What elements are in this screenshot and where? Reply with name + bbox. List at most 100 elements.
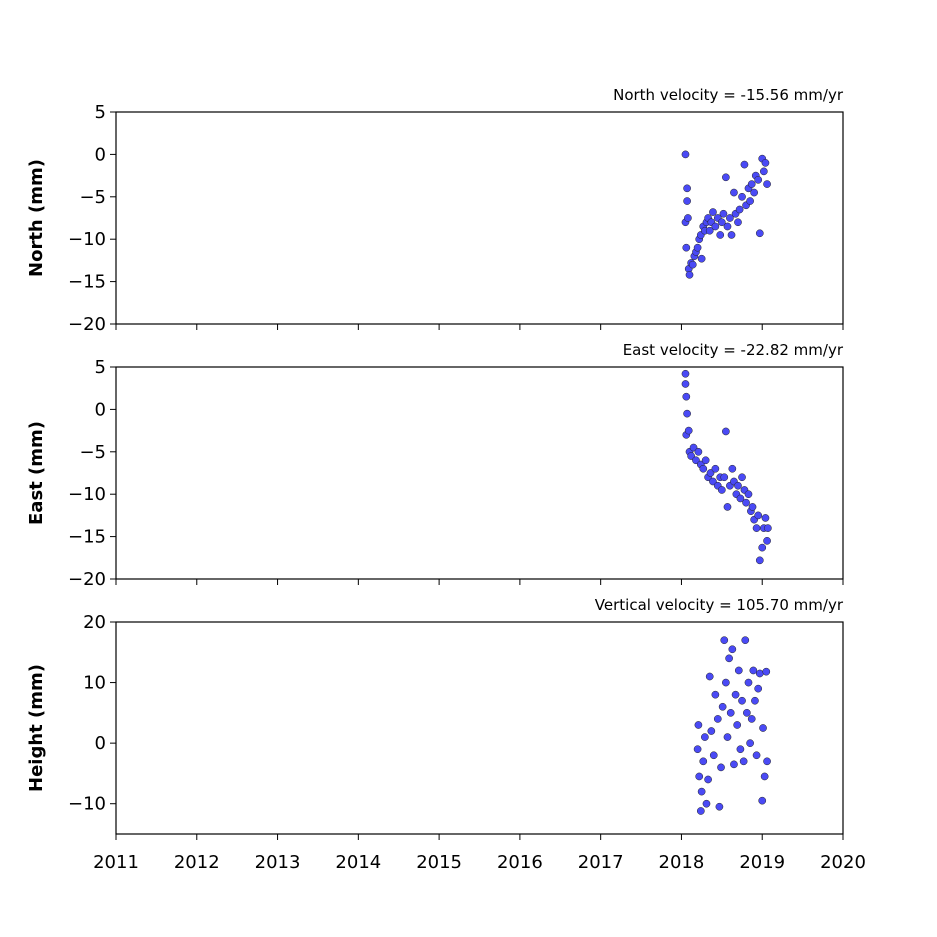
data-point xyxy=(739,757,748,766)
data-point xyxy=(702,799,711,808)
data-point xyxy=(738,696,746,705)
data-point xyxy=(738,473,746,482)
data-point xyxy=(694,721,703,729)
data-point xyxy=(727,231,736,239)
data-point xyxy=(684,426,693,435)
data-point xyxy=(759,167,768,176)
data-point xyxy=(696,807,705,815)
data-point xyxy=(760,772,769,781)
data-point xyxy=(687,452,695,460)
panel-title: East velocity = -22.82 mm/yr xyxy=(623,341,844,359)
data-point xyxy=(715,802,724,811)
data-point xyxy=(685,270,694,279)
data-point xyxy=(762,667,771,676)
data-point xyxy=(744,678,753,687)
data-point xyxy=(758,796,767,805)
data-point xyxy=(681,150,690,159)
data-point xyxy=(751,696,759,705)
data-point xyxy=(740,160,749,169)
y-axis-label: East (mm) xyxy=(26,421,47,525)
data-point xyxy=(709,751,718,760)
data-point xyxy=(719,209,728,218)
data-point xyxy=(728,645,737,654)
y-tick-label: 10 xyxy=(83,673,106,694)
data-point xyxy=(711,222,720,231)
data-point xyxy=(728,464,737,473)
y-tick-label: −15 xyxy=(68,272,106,293)
y-tick-label: −10 xyxy=(68,229,106,250)
data-point xyxy=(752,751,761,760)
data-point xyxy=(720,473,729,482)
data-point xyxy=(733,721,742,729)
data-point xyxy=(720,636,729,645)
data-point xyxy=(717,486,726,494)
x-tick-label: 2017 xyxy=(578,852,624,873)
y-axis-label: North (mm) xyxy=(26,159,47,277)
data-point xyxy=(688,260,697,269)
y-tick-label: 0 xyxy=(95,399,106,420)
plot-frame xyxy=(115,366,844,580)
panel-title: Vertical velocity = 105.70 mm/yr xyxy=(595,596,844,614)
y-tick-label: −20 xyxy=(68,569,106,590)
data-point xyxy=(755,229,764,238)
data-point xyxy=(742,498,750,507)
x-tick-label: 2013 xyxy=(255,852,301,873)
data-point xyxy=(706,469,715,477)
data-point xyxy=(759,724,767,732)
y-tick-label: −5 xyxy=(79,442,106,463)
data-point xyxy=(738,192,746,201)
data-point xyxy=(701,456,710,465)
data-point xyxy=(734,481,742,490)
data-point xyxy=(709,477,717,486)
data-point xyxy=(697,787,706,796)
data-point xyxy=(755,669,764,678)
y-tick-label: −15 xyxy=(68,527,106,548)
data-point xyxy=(693,745,702,754)
data-point xyxy=(750,188,758,197)
y-tick-label: −20 xyxy=(68,314,106,335)
data-point xyxy=(736,494,745,503)
data-point xyxy=(748,503,757,511)
data-point xyxy=(734,218,742,227)
data-point xyxy=(705,226,714,235)
x-tick-label: 2016 xyxy=(497,852,543,873)
data-point xyxy=(746,739,754,747)
data-point xyxy=(730,188,738,197)
data-point xyxy=(763,757,771,766)
data-point xyxy=(726,709,735,717)
data-point xyxy=(689,443,698,452)
x-tick-label: 2012 xyxy=(174,852,220,873)
x-tick-label: 2014 xyxy=(335,852,381,873)
data-point xyxy=(701,733,709,741)
data-point xyxy=(683,184,691,193)
data-point xyxy=(722,678,730,687)
data-point xyxy=(731,690,740,699)
data-point xyxy=(682,243,691,252)
data-point xyxy=(763,180,771,188)
data-point xyxy=(761,514,770,522)
data-point xyxy=(747,715,756,723)
data-point xyxy=(734,666,743,675)
data-point xyxy=(684,214,692,222)
y-tick-label: 5 xyxy=(95,102,106,123)
y-tick-label: 0 xyxy=(95,144,106,165)
data-point xyxy=(758,543,767,552)
data-point xyxy=(697,254,706,263)
data-point xyxy=(752,524,761,532)
y-tick-label: −10 xyxy=(68,484,106,505)
data-point xyxy=(711,690,720,699)
data-point xyxy=(749,666,758,675)
data-point xyxy=(692,456,700,465)
data-point xyxy=(764,524,772,532)
data-point xyxy=(717,763,725,772)
data-point xyxy=(726,214,734,222)
data-point xyxy=(716,231,725,239)
data-point xyxy=(735,205,744,214)
data-point xyxy=(754,175,763,184)
data-point xyxy=(705,672,714,681)
plot-frame xyxy=(115,111,844,325)
data-point xyxy=(681,369,690,378)
y-tick-label: −5 xyxy=(79,187,106,208)
plot-frame xyxy=(115,621,844,835)
